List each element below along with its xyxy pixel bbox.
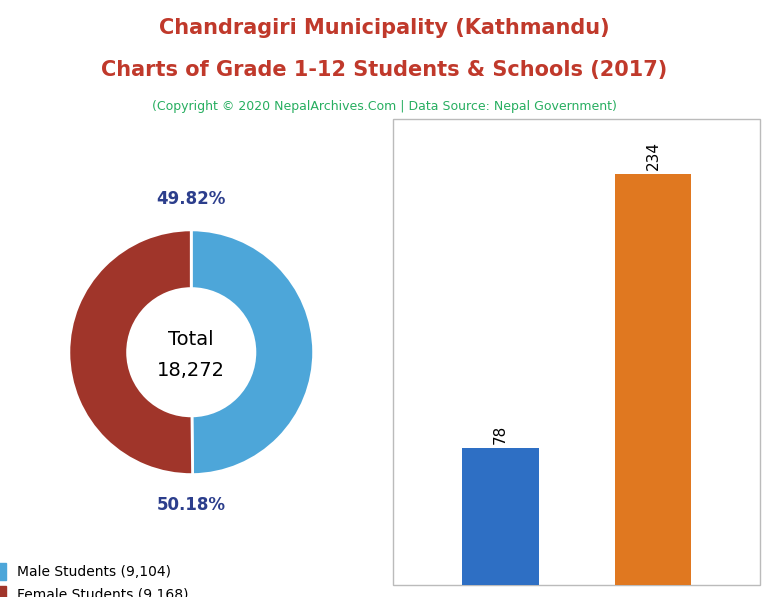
Text: 49.82%: 49.82% <box>157 190 226 208</box>
Text: 18,272: 18,272 <box>157 361 225 380</box>
Text: 234: 234 <box>646 141 660 170</box>
Bar <box>393 119 760 585</box>
Legend: Male Students (9,104), Female Students (9,168): Male Students (9,104), Female Students (… <box>0 556 195 597</box>
Text: Total: Total <box>168 331 214 349</box>
Text: 50.18%: 50.18% <box>157 496 226 514</box>
Wedge shape <box>69 230 193 475</box>
Wedge shape <box>191 230 313 475</box>
Text: Chandragiri Municipality (Kathmandu): Chandragiri Municipality (Kathmandu) <box>159 18 609 38</box>
Bar <box>615 174 691 585</box>
Text: 78: 78 <box>493 425 508 445</box>
Text: (Copyright © 2020 NepalArchives.Com | Data Source: Nepal Government): (Copyright © 2020 NepalArchives.Com | Da… <box>151 100 617 113</box>
Text: Charts of Grade 1-12 Students & Schools (2017): Charts of Grade 1-12 Students & Schools … <box>101 60 667 80</box>
Bar <box>462 448 538 585</box>
